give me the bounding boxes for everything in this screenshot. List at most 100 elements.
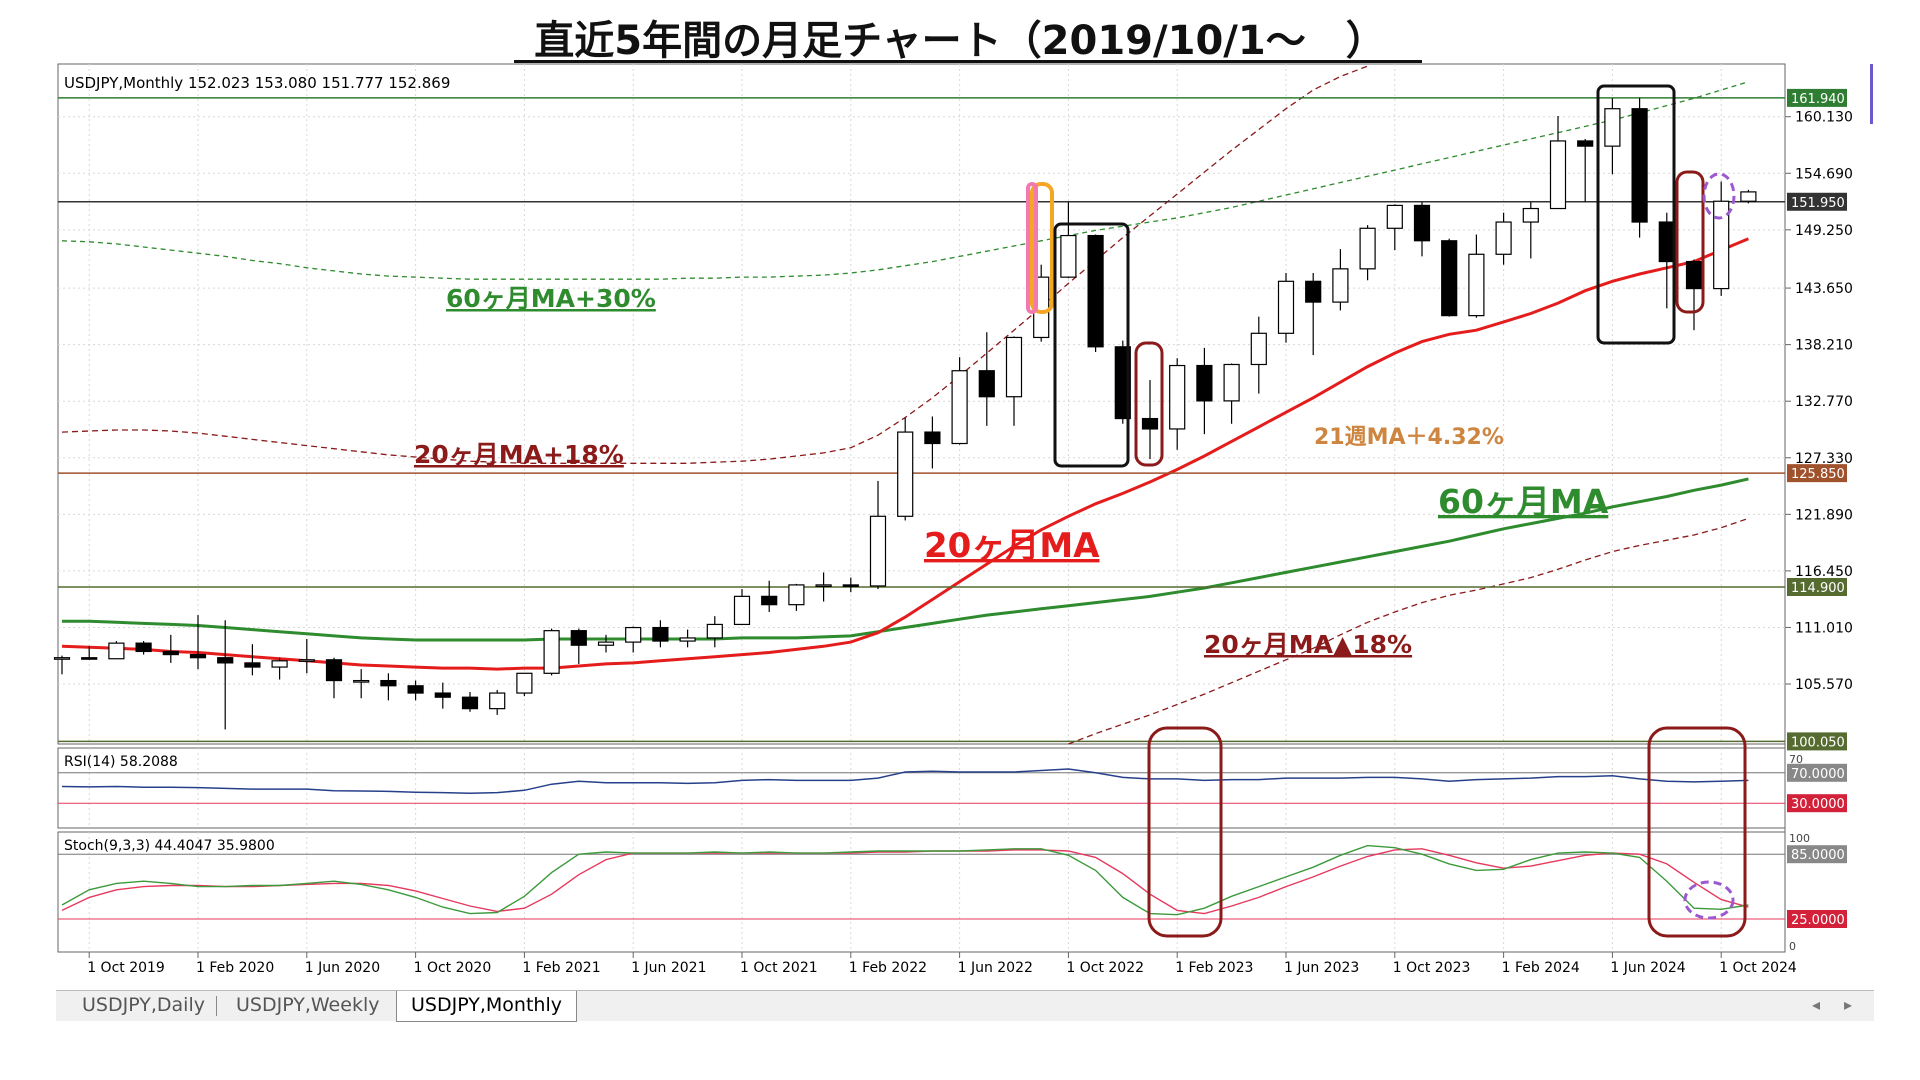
candle-body <box>706 623 723 639</box>
highlight-box-2022-peak-pink <box>1026 182 1038 314</box>
ma20-minus18-line <box>1068 517 1749 745</box>
candle-body <box>135 642 152 653</box>
x-tick-label: 1 Oct 2019 <box>87 960 165 976</box>
price-tag-label: 125.850 <box>1791 467 1845 482</box>
tab-usdjpy-daily[interactable]: USDJPY,Daily <box>82 994 205 1016</box>
rsi-panel-frame <box>57 747 1786 829</box>
candle-body <box>1250 332 1267 366</box>
x-tick-label: 1 Oct 2021 <box>740 960 818 976</box>
candle-body <box>1495 221 1512 255</box>
candle-body <box>815 584 832 588</box>
price-tag-bg <box>1787 732 1847 751</box>
stoch-axis-tick-bottom: 0 <box>1789 940 1796 953</box>
x-tick-label: 1 Feb 2020 <box>196 960 274 976</box>
candle-layer <box>53 97 1757 730</box>
highlight-layer <box>1026 84 1747 938</box>
highlight-ellipse-stoch-cross <box>1683 880 1735 920</box>
candle-body <box>298 659 315 662</box>
candle-body <box>1604 108 1621 147</box>
highlight-box-2024-low <box>1675 170 1705 314</box>
candle-body <box>1060 234 1077 278</box>
candle-body <box>1577 140 1594 147</box>
candle-body <box>244 662 261 668</box>
x-tick-label: 1 Jun 2022 <box>958 960 1033 976</box>
candle-body <box>788 584 805 606</box>
candle-body <box>543 630 560 674</box>
annotation-ma60: 60ヶ月MA <box>1438 482 1609 521</box>
rsi-level-tag-bg <box>1787 763 1847 782</box>
candle-body <box>81 657 98 660</box>
y-tick-label: 160.130 <box>1795 110 1853 126</box>
x-tick-label: 1 Feb 2024 <box>1502 960 1580 976</box>
tab-usdjpy-weekly[interactable]: USDJPY,Weekly <box>236 994 380 1016</box>
candle-body <box>516 672 533 694</box>
candle-body <box>1141 417 1159 430</box>
x-tick-label: 1 Feb 2021 <box>522 960 600 976</box>
candle-body <box>271 660 288 668</box>
rsi-line <box>61 768 1749 795</box>
candle-body <box>1441 240 1458 317</box>
price-tag-label: 151.950 <box>1791 196 1845 211</box>
candle-body <box>1685 260 1703 290</box>
candle-body <box>1223 363 1240 402</box>
stoch-main-line <box>61 844 1749 916</box>
x-tick-label: 1 Oct 2024 <box>1719 960 1797 976</box>
rsi-axis-tick: 70 <box>1789 753 1803 766</box>
scroll-right-icon[interactable]: ▸ <box>1844 995 1853 1014</box>
candle-body <box>951 370 968 445</box>
ma60-plus30-line <box>61 81 1749 280</box>
candle-body <box>1005 336 1023 398</box>
candle-body <box>869 515 887 587</box>
symbol-info: USDJPY,Monthly 152.023 153.080 151.777 1… <box>64 74 450 92</box>
candle-body <box>897 431 914 517</box>
rsi-level-tag: 30.0000 <box>1791 797 1845 812</box>
x-tick-label: 1 Feb 2023 <box>1175 960 1253 976</box>
candle-body <box>1713 200 1730 290</box>
candle-body <box>325 659 343 682</box>
candle-body <box>1549 140 1567 210</box>
price-tag-bg <box>1787 577 1847 596</box>
highlight-ellipse-current <box>1702 172 1736 220</box>
candle-body <box>189 653 207 659</box>
x-tick-label: 1 Jun 2024 <box>1610 960 1685 976</box>
candle-body <box>1305 280 1322 303</box>
candle-body <box>1087 234 1104 348</box>
y-tick-label: 127.330 <box>1795 451 1853 467</box>
annotation-wma21-plus4: 21週MA＋4.32% <box>1314 425 1504 450</box>
annotation-ma20-plus18: 20ヶ月MA+18% <box>414 440 624 469</box>
x-tick-label: 1 Jun 2021 <box>631 960 706 976</box>
page-title: 直近5年間の月足チャート（2019/10/1～ ） <box>534 18 1386 64</box>
price-tag-bg <box>1787 88 1847 107</box>
rsi-label: RSI(14) 58.2088 <box>64 754 178 770</box>
y-tick-label: 138.210 <box>1795 338 1853 354</box>
highlight-box-2022-drop <box>1053 222 1130 468</box>
candle-body <box>108 642 125 660</box>
tab-usdjpy-monthly[interactable]: USDJPY,Monthly <box>396 991 577 1022</box>
candle-body <box>924 431 941 445</box>
stoch-label: Stoch(9,3,3) 44.4047 35.9800 <box>64 838 275 854</box>
candle-body <box>53 657 71 660</box>
tab-bar: USDJPY,Daily USDJPY,Weekly USDJPY,Monthl… <box>56 990 1874 1022</box>
candle-body <box>679 637 696 642</box>
candle-body <box>380 679 397 687</box>
stoch-level-tag-bg <box>1787 910 1847 928</box>
candle-body <box>434 692 451 698</box>
price-tag-label: 161.940 <box>1791 92 1845 107</box>
candle-body <box>1413 204 1431 242</box>
candle-body <box>1359 227 1376 270</box>
price-tag-label: 100.050 <box>1791 735 1845 750</box>
tab-separator <box>216 996 217 1016</box>
y-tick-label: 121.890 <box>1795 507 1853 523</box>
scrollbar-indicator[interactable] <box>1870 64 1873 124</box>
scroll-left-icon[interactable]: ◂ <box>1812 995 1821 1014</box>
rsi-level-tag-bg <box>1787 794 1847 813</box>
highlight-box-osc-2023 <box>1147 726 1223 938</box>
grid-layer: 160.130 154.690 149.250 143.650 138.210 132.7… <box>58 64 1853 976</box>
annotation-ma20: 20ヶ月MA <box>924 526 1100 566</box>
y-tick-label: 111.010 <box>1795 620 1853 636</box>
highlight-box-osc-2024 <box>1647 726 1747 938</box>
candle-body <box>842 584 859 588</box>
sub-layer: 70.0000 30.0000 85.0000 25.0000 70 100 0 <box>58 753 1847 953</box>
highlight-box-2022-peak <box>1030 182 1054 314</box>
